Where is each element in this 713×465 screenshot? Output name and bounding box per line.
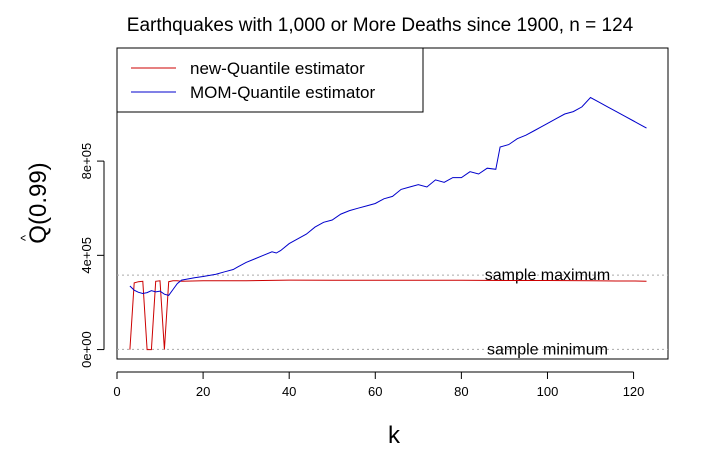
series-line-new-quantile-estimator — [129, 279, 647, 351]
legend-label-new-quantile: new-Quantile estimator — [190, 59, 365, 78]
reference-lines: sample maximum sample minimum — [117, 267, 668, 358]
x-tick-label: 120 — [623, 384, 645, 399]
legend-box — [116, 47, 424, 113]
x-tick-label: 100 — [537, 384, 559, 399]
y-tick-label: 4e+05 — [79, 237, 94, 274]
y-tick-label: 8e+05 — [79, 143, 94, 180]
x-tick-label: 20 — [196, 384, 210, 399]
chart-title: Earthquakes with 1,000 or More Deaths si… — [127, 15, 634, 36]
legend: new-Quantile estimator MOM-Quantile esti… — [116, 47, 424, 113]
x-tick-label: 60 — [368, 384, 382, 399]
y-tick-label: 0e+00 — [79, 331, 94, 368]
legend-label-mom-quantile: MOM-Quantile estimator — [190, 83, 375, 102]
x-tick-label: 0 — [113, 384, 120, 399]
x-tick-label: 40 — [282, 384, 296, 399]
y-axis: 0e+00 4e+05 8e+05 — [79, 143, 105, 368]
ref-label-sample-minimum: sample minimum — [487, 341, 608, 358]
series-line-mom-quantile-estimator — [129, 96, 647, 296]
y-axis-label: Q(0.99) — [25, 162, 52, 243]
x-axis-label: k — [388, 422, 401, 449]
y-axis-label-group: Q(0.99) ^ — [18, 162, 52, 243]
y-axis-label-hat: ^ — [18, 234, 33, 241]
ref-label-sample-maximum: sample maximum — [485, 267, 610, 284]
x-axis: 0 20 40 60 80 100 120 — [113, 371, 645, 399]
series-layer — [129, 96, 647, 351]
x-tick-label: 80 — [454, 384, 468, 399]
